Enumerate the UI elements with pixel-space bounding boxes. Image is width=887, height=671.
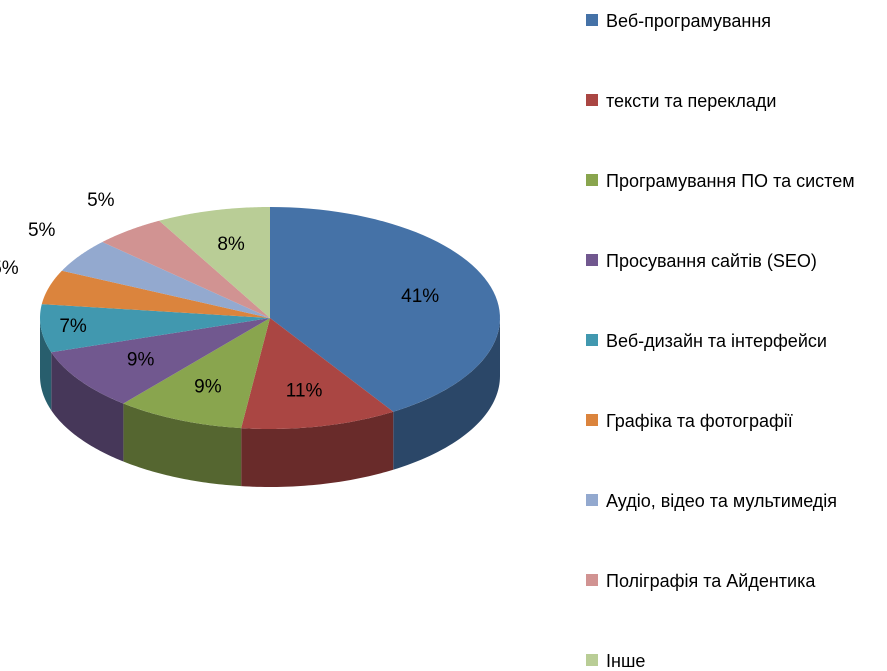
- legend-label: Просування сайтів (SEO): [606, 251, 817, 271]
- legend-swatch: [586, 654, 598, 666]
- legend-item: Інше: [586, 646, 876, 671]
- data-label: 9%: [127, 349, 155, 370]
- pie-slice: [51, 318, 270, 404]
- pie-slice: [102, 220, 270, 318]
- data-label: 11%: [286, 381, 323, 402]
- pie-slice: [40, 304, 271, 353]
- legend-label: Поліграфія та Айдентика: [606, 571, 816, 591]
- slice-side: [51, 352, 124, 462]
- legend-label: тексти та переклади: [606, 91, 777, 111]
- legend-label: Графіка та фотографії: [606, 411, 793, 431]
- data-label: 5%: [0, 258, 19, 279]
- data-label: 41%: [401, 286, 439, 307]
- legend-swatch: [586, 414, 598, 426]
- legend-item: Поліграфія та Айдентика: [586, 566, 876, 597]
- pie-slice: [159, 207, 270, 318]
- legend-label: Аудіо, відео та мультимедія: [606, 491, 838, 511]
- data-label: 5%: [28, 220, 56, 241]
- pie-slice: [41, 270, 271, 318]
- legend-swatch: [586, 574, 598, 586]
- data-label: 9%: [194, 376, 222, 397]
- slice-side: [393, 318, 500, 470]
- legend-swatch: [586, 254, 598, 266]
- legend-item: Веб-дизайн та інтерфейси: [586, 326, 876, 357]
- slice-side: [123, 403, 242, 487]
- legend-item: Графіка та фотографії: [586, 406, 876, 437]
- pie-slice: [241, 318, 394, 429]
- legend-label: Веб-програмування: [606, 11, 772, 31]
- legend-swatch: [586, 14, 598, 26]
- data-label: 7%: [59, 316, 87, 337]
- legend-swatch: [586, 494, 598, 506]
- legend-item: Програмування ПО та систем: [586, 166, 876, 197]
- pie-slice: [61, 242, 271, 318]
- data-label: 5%: [87, 190, 115, 211]
- legend-label: Інше: [606, 651, 646, 671]
- slice-side: [40, 318, 52, 411]
- slice-side: [241, 411, 394, 487]
- legend-swatch: [586, 334, 598, 346]
- pie-area: 41% 11% 9% 9% 7% 5% 5% 5% 8%: [0, 190, 500, 487]
- legend-item: Просування сайтів (SEO): [586, 246, 876, 277]
- pie-slice: [123, 318, 270, 429]
- pie-slice: [270, 207, 500, 412]
- data-label: 8%: [217, 234, 245, 255]
- legend-swatch: [586, 94, 598, 106]
- legend-item: Аудіо, відео та мультимедія: [586, 486, 876, 517]
- legend-swatch: [586, 174, 598, 186]
- legend-label: Веб-дизайн та інтерфейси: [606, 331, 827, 351]
- legend-label: Програмування ПО та систем: [606, 171, 855, 191]
- legend-item: Веб-програмування: [586, 6, 876, 37]
- legend-item: тексти та переклади: [586, 86, 876, 117]
